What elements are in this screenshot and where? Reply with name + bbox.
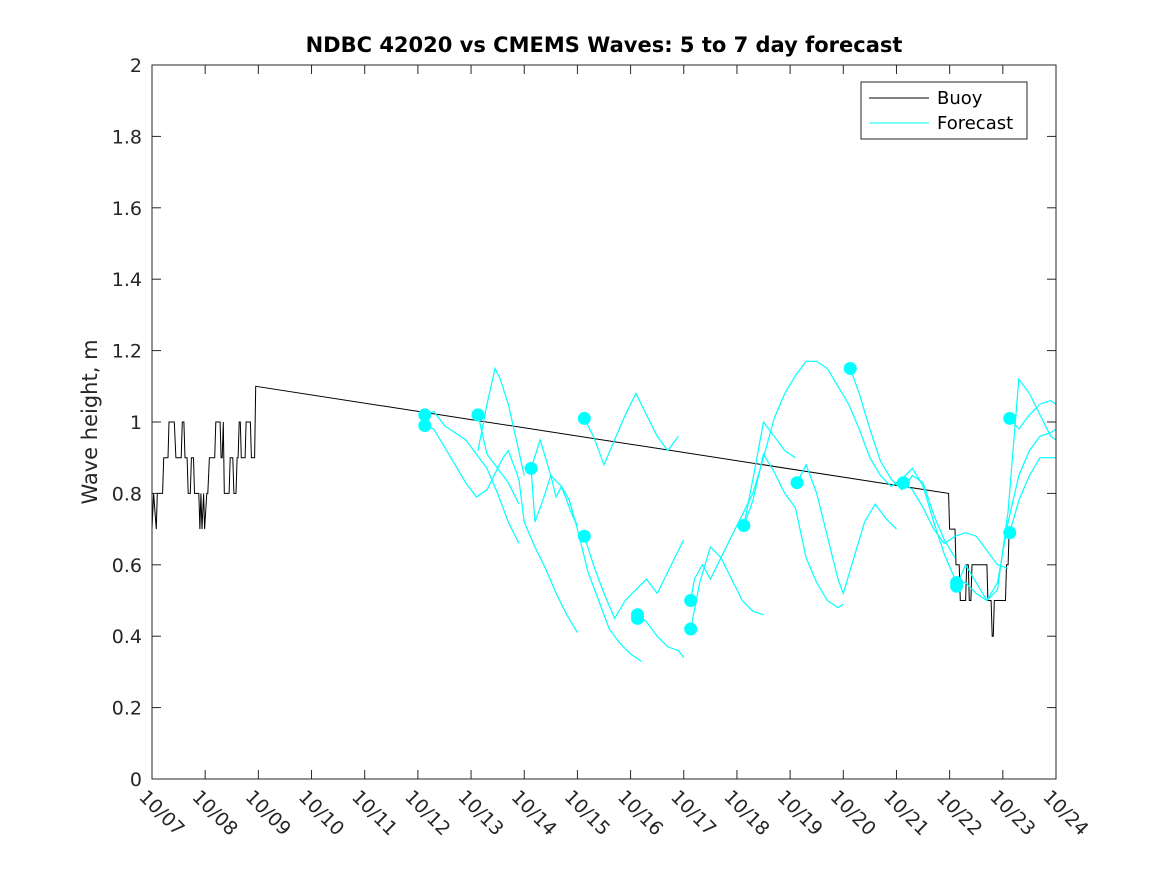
x-tick-label: 10/16 [613, 786, 667, 840]
chart-title: NDBC 42020 vs CMEMS Waves: 5 to 7 day fo… [306, 33, 903, 57]
y-tick-label: 1.2 [112, 341, 142, 363]
x-tick-label: 10/11 [347, 786, 401, 840]
buoy-line [151, 385, 1010, 637]
forecast-line [796, 463, 897, 596]
forecast-start-marker [418, 408, 432, 422]
legend-buoy-label: Buoy [937, 88, 983, 109]
forecast-start-marker [577, 411, 591, 425]
legend: Buoy Forecast [860, 81, 1028, 140]
forecast-start-marker [950, 579, 964, 593]
forecast-start-marker [1003, 411, 1017, 425]
forecast-line [849, 368, 956, 559]
axis-ticks: 00.20.40.60.811.21.41.61.8210/0710/0810/… [112, 55, 1093, 840]
legend-box [860, 81, 1028, 140]
forecast-start-marker [737, 519, 751, 533]
forecast-line [477, 366, 525, 476]
forecast-start-marker [1003, 526, 1017, 540]
x-tick-label: 10/09 [241, 786, 295, 840]
forecast-line [903, 482, 1009, 569]
forecast-line [637, 614, 685, 658]
y-tick-label: 0 [130, 769, 142, 791]
y-tick-label: 0.2 [112, 698, 142, 720]
forecast-start-marker [577, 529, 591, 543]
forecast-line [1009, 399, 1057, 431]
y-tick-label: 1 [130, 412, 142, 434]
x-tick-label: 10/10 [294, 786, 348, 840]
x-tick-label: 10/13 [454, 786, 508, 840]
x-tick-label: 10/12 [400, 786, 454, 840]
forecast-start-marker [471, 408, 485, 422]
forecast-line [743, 420, 796, 526]
forecast-start-marker [843, 361, 857, 375]
forecast-line [956, 428, 1057, 602]
forecast-line [1009, 457, 1056, 533]
forecast-line [956, 377, 1057, 602]
plot-area [151, 360, 1057, 662]
forecast-start-marker [418, 419, 432, 433]
x-tick-label: 10/08 [188, 786, 242, 840]
x-tick-label: 10/14 [507, 786, 561, 840]
x-tick-label: 10/22 [932, 786, 986, 840]
forecast-line [477, 414, 578, 633]
forecast-start-marker [896, 476, 910, 490]
forecast-line [583, 392, 679, 467]
forecast-start-marker [790, 476, 804, 490]
forecast-line [690, 545, 764, 630]
y-tick-label: 2 [130, 55, 142, 77]
forecast-line [424, 410, 520, 544]
forecast-line [530, 468, 578, 526]
x-tick-label: 10/18 [719, 786, 773, 840]
legend-forecast-label: Forecast [937, 113, 1013, 134]
forecast-line [690, 360, 956, 601]
forecast-line [530, 437, 642, 662]
x-tick-label: 10/20 [826, 786, 880, 840]
forecast-line [743, 452, 844, 609]
y-axis-label: Wave height, m [78, 339, 102, 504]
x-tick-label: 10/17 [666, 786, 720, 840]
forecast-start-marker [631, 611, 645, 625]
y-tick-label: 1.4 [112, 269, 142, 291]
x-tick-label: 10/15 [560, 786, 614, 840]
forecast-line [424, 425, 520, 505]
y-tick-label: 1.8 [112, 126, 142, 148]
y-tick-label: 0.6 [112, 555, 142, 577]
y-tick-label: 1.6 [112, 198, 142, 220]
forecast-start-marker [684, 622, 698, 636]
x-tick-label: 10/23 [985, 786, 1039, 840]
y-tick-label: 0.8 [112, 483, 142, 505]
x-tick-label: 10/21 [879, 786, 933, 840]
axes-box [151, 64, 1057, 780]
y-tick-label: 0.4 [112, 626, 142, 648]
forecast-line [583, 536, 685, 620]
forecast-start-marker [684, 594, 698, 607]
x-tick-label: 10/24 [1038, 786, 1092, 840]
x-tick-label: 10/07 [134, 786, 188, 840]
forecast-start-marker [524, 461, 538, 475]
x-tick-label: 10/19 [773, 786, 827, 840]
